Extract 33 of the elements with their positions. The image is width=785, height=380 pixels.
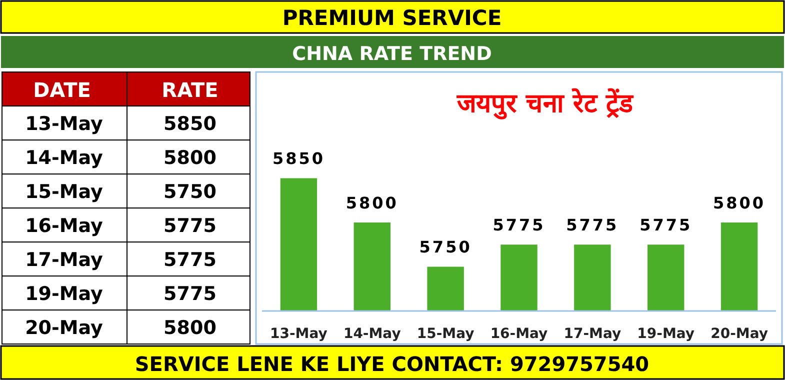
text: 5750 <box>164 181 216 203</box>
category-label: 16-May <box>25 215 103 237</box>
text: DATE <box>33 78 91 102</box>
data-label: 5850 <box>272 149 325 168</box>
text: 5775 <box>164 283 216 305</box>
category-label: 19-May <box>25 283 103 305</box>
x-tick-label: 13-May <box>270 326 328 342</box>
data-label: 5775 <box>640 216 692 235</box>
text: जयपुर चना रेट ट्रेंड <box>456 88 634 120</box>
text: SERVICE LENE KE LIYE CONTACT: 9729757540 <box>134 352 650 376</box>
data-label: 5800 <box>346 193 398 212</box>
x-tick-label: 17-May <box>564 326 622 342</box>
x-tick-label: 16-May <box>490 326 548 342</box>
x-tick-label: 20-May <box>710 326 768 342</box>
text: PREMIUM SERVICE <box>282 6 502 30</box>
text: 5775 <box>164 249 216 271</box>
data-label: 5775 <box>566 216 619 235</box>
category-label: 15-May <box>25 181 103 203</box>
text: 5850 <box>164 113 216 135</box>
data-label: 5800 <box>713 193 766 212</box>
x-tick-label: 15-May <box>416 326 474 342</box>
category-label: 13-May <box>25 113 103 135</box>
text: RATE <box>162 78 218 102</box>
category-label: 17-May <box>25 249 103 271</box>
x-tick-label: 14-May <box>343 326 401 342</box>
text: 5775 <box>164 215 216 237</box>
chart-subtitle: CHNA RATE TREND <box>292 43 492 65</box>
text: 5800 <box>164 147 216 169</box>
x-tick-label: 19-May <box>637 326 695 342</box>
data-label: 5750 <box>419 238 472 257</box>
text: 5800 <box>164 317 216 339</box>
data-label: 5775 <box>492 216 546 235</box>
category-label: 14-May <box>25 147 103 169</box>
